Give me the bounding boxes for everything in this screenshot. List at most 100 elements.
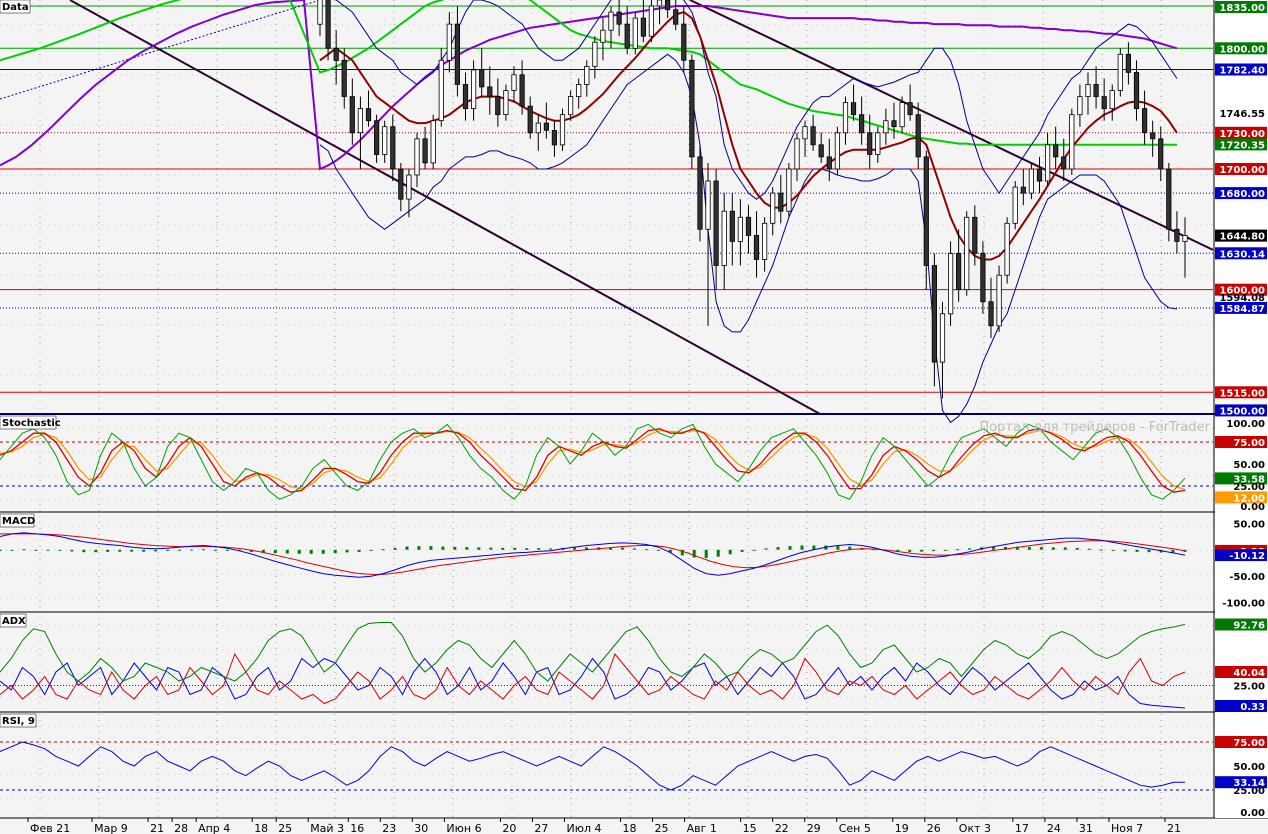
macd-histogram-bar <box>309 549 313 554</box>
macd-histogram-bar <box>477 547 481 550</box>
candle-bear-body <box>673 9 679 25</box>
rsi-axis-label-box <box>1215 736 1267 748</box>
macd-histogram-bar <box>393 547 397 550</box>
macd-histogram-bar <box>932 549 936 552</box>
candle <box>1150 120 1156 157</box>
macd-histogram-bar <box>58 549 62 551</box>
candle <box>543 102 550 139</box>
candle-bear-body <box>689 59 695 158</box>
candle-bear-body <box>1142 108 1148 134</box>
macd-histogram-bar <box>1183 549 1187 552</box>
candle <box>535 114 541 151</box>
candle <box>1174 211 1180 254</box>
candle <box>479 48 485 97</box>
candle <box>648 0 655 43</box>
candle <box>406 168 412 218</box>
candle-bull-body <box>964 216 970 291</box>
macd-histogram-bar <box>22 549 26 551</box>
candle-bull-body <box>317 0 323 25</box>
panel-title-box <box>0 513 35 528</box>
rsi-axis-label: 33.14 <box>1233 778 1265 789</box>
macd-histogram-bar <box>848 546 852 550</box>
candle <box>891 102 897 139</box>
stoch-axis-label-box <box>1215 472 1267 485</box>
stochastic-panel <box>0 423 1213 500</box>
candle <box>818 132 824 163</box>
candle <box>398 162 404 212</box>
macd-histogram-bar <box>944 549 948 551</box>
candle-bear-body <box>1150 132 1156 140</box>
price-axis-label-box <box>1215 386 1267 399</box>
candle-bull-body <box>875 132 881 155</box>
bollinger-upper-line <box>335 0 1178 200</box>
candle-bull-body <box>1028 168 1034 194</box>
grid-layer <box>0 0 1213 818</box>
candle <box>624 6 630 55</box>
rsi-panel <box>0 741 1213 791</box>
candle-bear-body <box>1158 138 1164 170</box>
candle <box>931 253 938 387</box>
candle-bull-body <box>1117 53 1123 91</box>
candle-bear-body <box>859 114 865 134</box>
candle-bear-body <box>333 47 339 61</box>
candle-bull-body <box>511 74 517 91</box>
candle <box>600 18 606 61</box>
price-axis-label: 1600.00 <box>1219 286 1265 297</box>
price-axis-label: 1800.00 <box>1219 44 1265 55</box>
candle-bear-body <box>915 114 921 158</box>
time-tick-label: 23 <box>382 822 396 834</box>
macd-histogram-bar <box>896 549 900 552</box>
candle <box>834 126 841 176</box>
candle-bull-body <box>503 90 509 116</box>
macd-histogram-bar <box>788 546 792 550</box>
candle-bear-body <box>850 102 857 116</box>
candle-bear-body <box>778 192 784 212</box>
panel-title: MACD <box>2 516 35 527</box>
candle <box>867 114 873 169</box>
price-axis: 1835.00 1800.00 1782.40 1746.55 1730.001720.… <box>1215 0 1268 819</box>
rsi-axis-label: 0.00 <box>1240 808 1265 819</box>
candle-bear-body <box>527 105 533 134</box>
macd-histogram-bar <box>716 549 720 557</box>
time-tick-label: Ноя 7 <box>1111 822 1143 834</box>
candle-bull-body <box>762 222 768 260</box>
adx-main-line <box>0 622 1186 682</box>
macd-histogram-bar <box>202 549 205 551</box>
macd-histogram-bar <box>872 549 876 551</box>
price-axis-label-box <box>1215 301 1267 314</box>
macd-histogram-bar <box>417 546 421 550</box>
candle-bear-body <box>907 102 913 116</box>
candle <box>681 6 687 73</box>
time-tick-label: 28 <box>174 822 188 834</box>
price-axis-label: 1680.00 <box>1219 189 1265 200</box>
candle-bull-body <box>996 274 1002 327</box>
price-axis-label: 1720.35 <box>1219 140 1265 151</box>
candle-bull-body <box>1069 114 1075 170</box>
candle-bull-body <box>1077 96 1083 116</box>
candle <box>584 60 590 97</box>
candle-bull-body <box>430 120 436 164</box>
rsi-axis-label: 50.00 <box>1233 762 1265 773</box>
candle <box>915 102 921 169</box>
time-tick-label: 21 <box>150 822 164 834</box>
macd-histogram-bar <box>1111 549 1115 551</box>
candle-bear-body <box>1101 96 1107 110</box>
time-tick-label: 18 <box>254 822 268 834</box>
macd-histogram-bar <box>549 548 553 550</box>
price-axis-label-box <box>1215 229 1267 242</box>
watermark-text: Портал для трейдеров - ForTrader <box>979 420 1210 435</box>
adx-axis-label: 92.76 <box>1233 621 1265 632</box>
panel-title: Data <box>2 2 29 13</box>
price-axis-label-box <box>1215 404 1267 417</box>
candle-bear-body <box>826 156 832 170</box>
candle <box>462 72 469 121</box>
candle-bull-body <box>948 253 954 315</box>
macd-histogram-bar <box>345 549 349 553</box>
stoch-signal-line <box>0 428 1186 493</box>
candle-bear-body <box>390 126 396 170</box>
candle <box>996 265 1002 332</box>
candle <box>850 84 857 121</box>
candle-bull-body <box>382 126 388 155</box>
candle-bull-body <box>648 5 655 37</box>
